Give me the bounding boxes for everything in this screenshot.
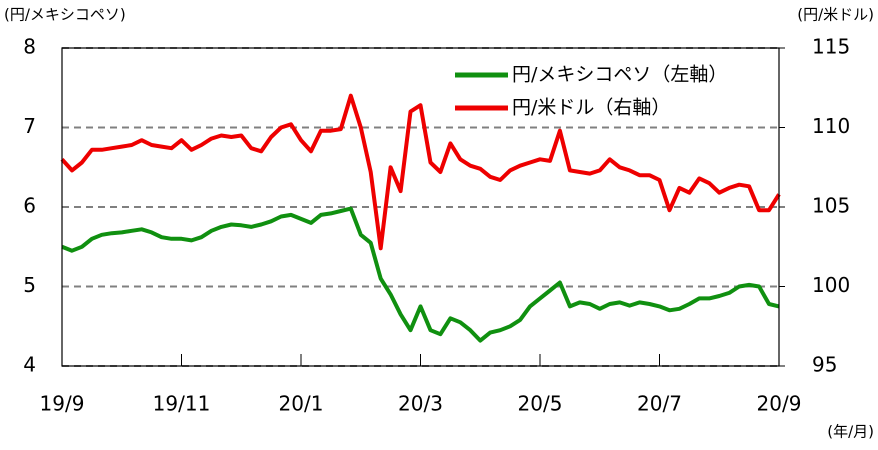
y-axis-label: (円/メキシコペソ) [4, 6, 126, 24]
y2-axis-label: (円/米ドル) [797, 6, 874, 24]
legend-label: 円/米ドル（右軸） [512, 97, 670, 119]
x-tick-label: 19/9 [40, 392, 85, 416]
x-tick-label: 20/7 [637, 392, 682, 416]
y-tick-label: 5 [23, 273, 36, 297]
y2-tick-label: 110 [812, 114, 850, 138]
y-tick-label: 6 [23, 194, 36, 218]
x-tick-label: 20/5 [518, 392, 563, 416]
y2-tick-label: 100 [812, 273, 850, 297]
y2-tick-label: 105 [812, 194, 850, 218]
y-tick-label: 8 [23, 35, 36, 59]
y-tick-label: 7 [23, 114, 36, 138]
x-tick-label: 20/9 [757, 392, 802, 416]
plot-frame [61, 47, 780, 367]
y2-tick-label: 115 [812, 35, 850, 59]
y-tick-label: 4 [23, 353, 36, 377]
x-tick-label: 20/3 [398, 392, 443, 416]
x-tick-label: 20/1 [279, 392, 324, 416]
y2-tick-label: 95 [812, 353, 837, 377]
series-line [61, 206, 780, 343]
series-line [60, 93, 781, 251]
legend-label: 円/メキシコペソ（左軸） [512, 64, 727, 86]
x-axis-label: (年/月) [827, 423, 874, 441]
x-tick-label: 19/11 [153, 392, 211, 416]
